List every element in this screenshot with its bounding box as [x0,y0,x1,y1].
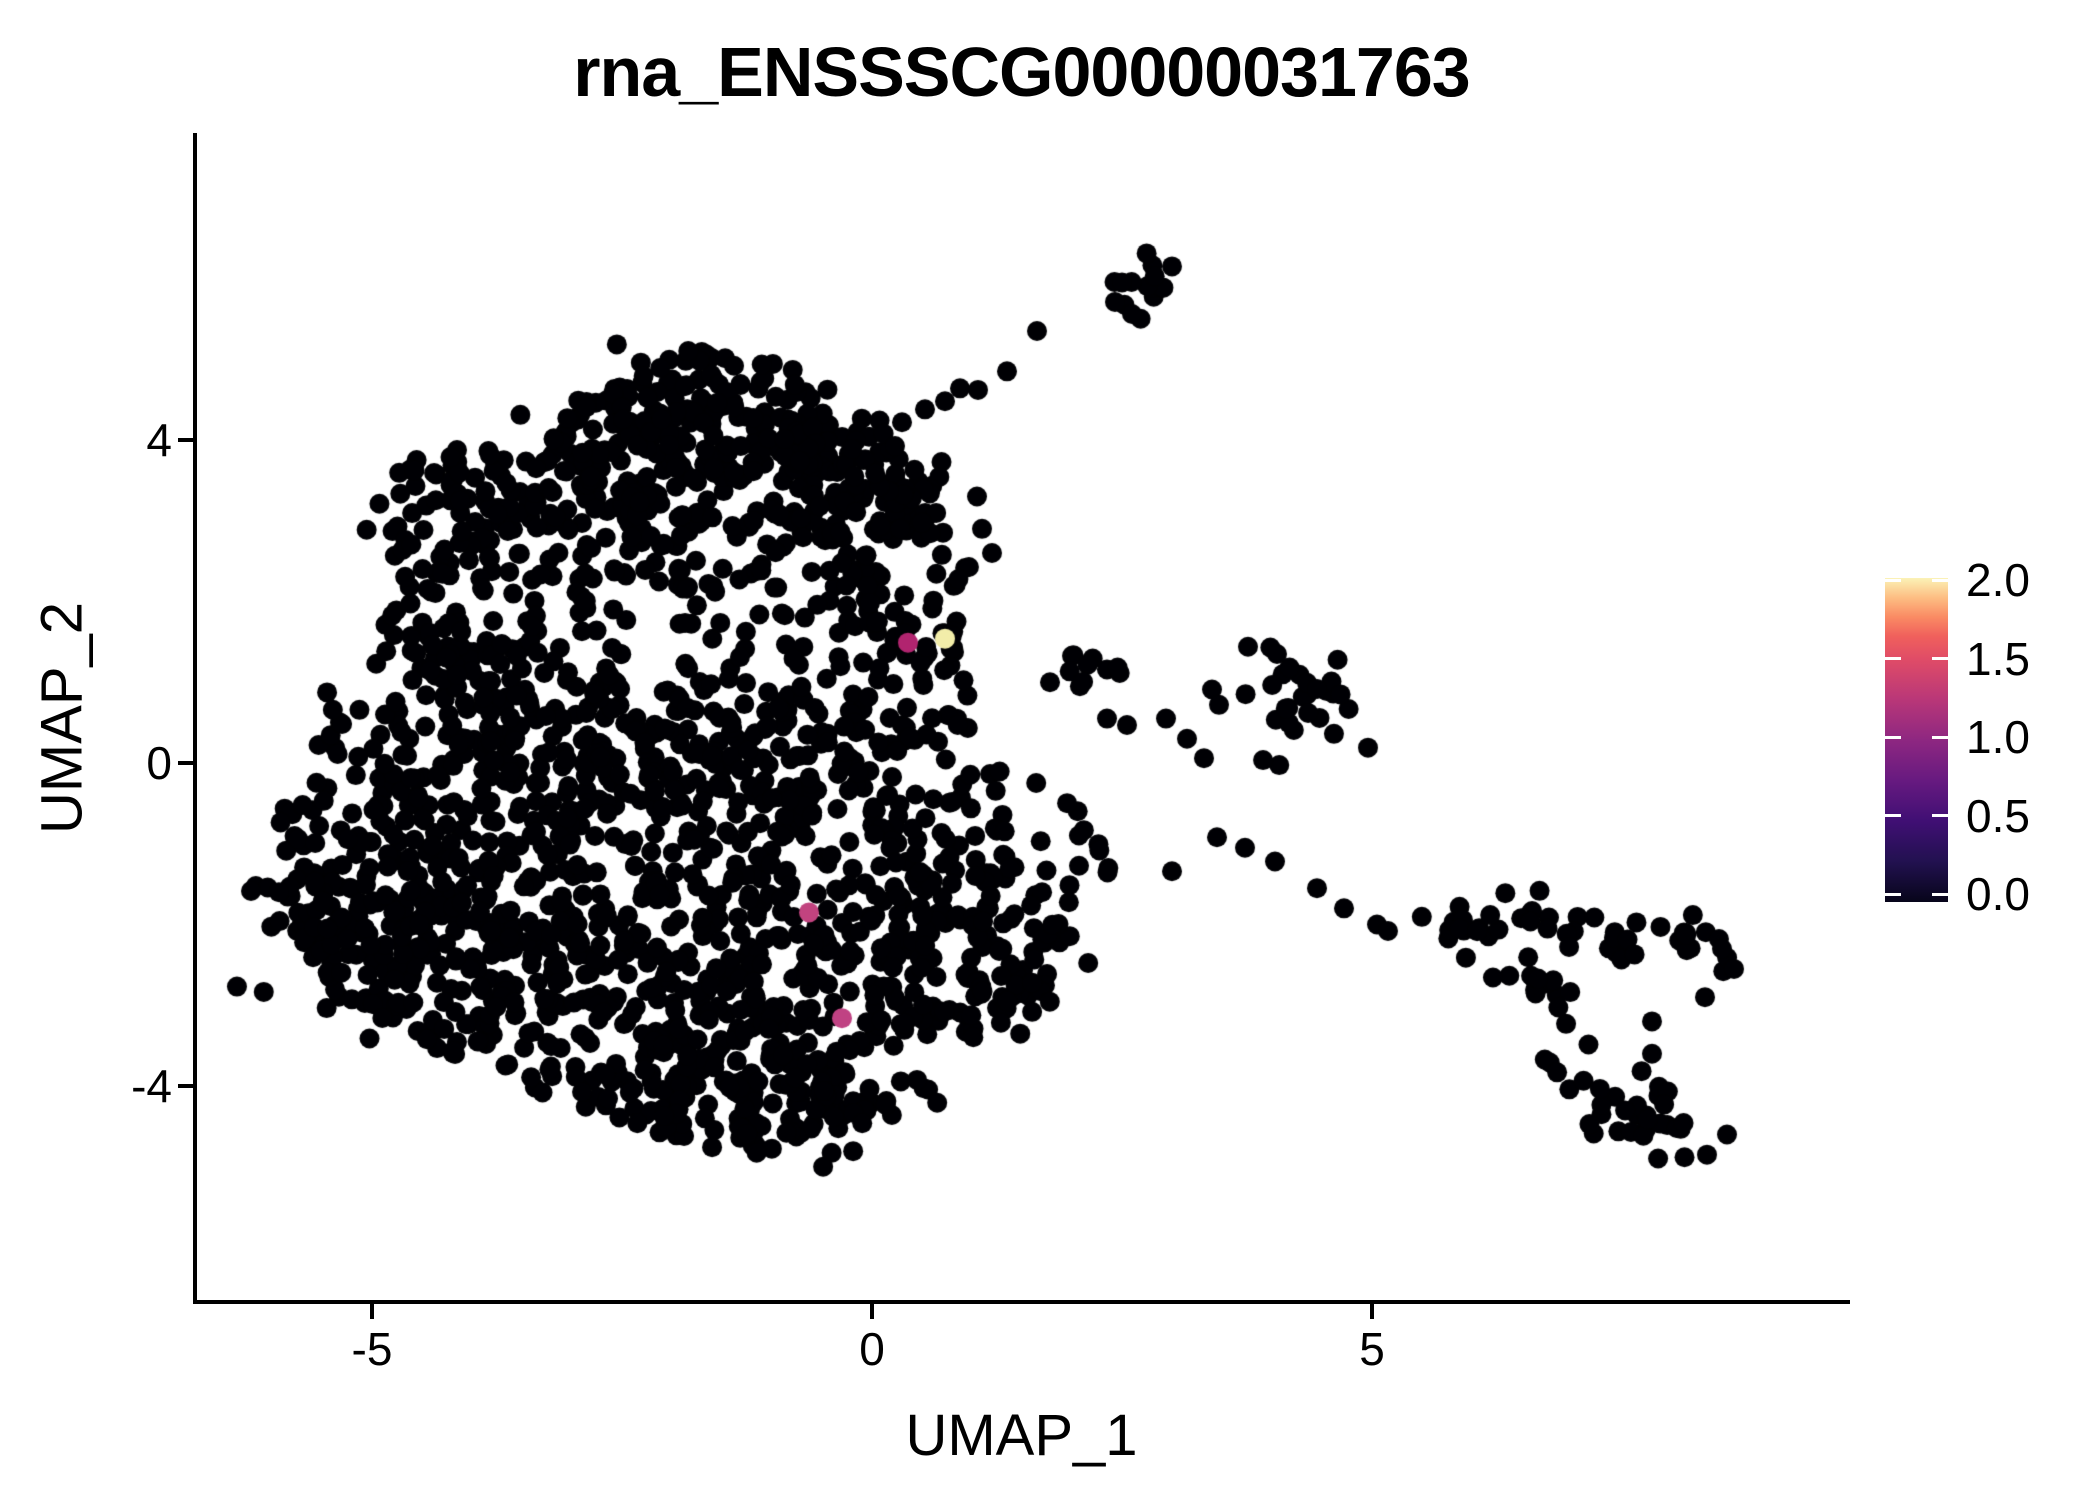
colorbar-tick-0.5 [1885,814,1901,817]
x-tick-label-neg5: -5 [351,1323,393,1375]
x-axis-title: UMAP_1 [905,1403,1138,1468]
colorbar-label-2.0: 2.0 [1966,554,2030,606]
colorbar-tick-0 [1885,892,1901,896]
y-tick-0 [178,761,193,765]
expression-colorbar [1885,578,1948,902]
colorbar-tick-0.5 [1932,814,1948,817]
colorbar-tick-2 [1885,578,1901,582]
x-tick-label-0: 0 [859,1323,885,1375]
y-tick-neg4 [178,1084,193,1088]
y-tick-label-4: 4 [146,414,172,466]
x-tick-neg5 [370,1304,374,1319]
colorbar-label-1.0: 1.0 [1966,711,2030,763]
x-tick-5 [1370,1304,1374,1319]
colorbar-tick-2 [1932,578,1948,582]
colorbar-label-1.5: 1.5 [1966,633,2030,685]
colorbar-tick-1.5 [1885,657,1901,660]
y-axis-line [193,133,197,1304]
colorbar-label-0.0: 0.0 [1966,868,2030,920]
y-tick-4 [178,438,193,442]
x-tick-0 [870,1304,874,1319]
x-axis-line [193,1300,1850,1304]
colorbar-tick-0 [1932,892,1948,896]
colorbar-label-0.5: 0.5 [1966,790,2030,842]
plot-title: rna_ENSSSCG00000031763 [573,33,1470,111]
y-tick-label-neg4: -4 [131,1060,172,1112]
x-tick-label-5: 5 [1359,1323,1385,1375]
colorbar-tick-1.5 [1932,657,1948,660]
y-tick-label-0: 0 [146,737,172,789]
colorbar-tick-1 [1885,735,1901,739]
y-axis-title: UMAP_2 [29,601,95,835]
colorbar-tick-1 [1932,735,1948,739]
